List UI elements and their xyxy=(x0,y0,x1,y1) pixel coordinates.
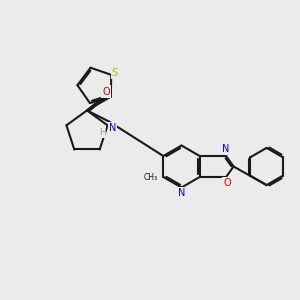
Text: O: O xyxy=(224,178,231,188)
Text: H: H xyxy=(99,128,105,137)
Text: N: N xyxy=(178,188,185,199)
Text: N: N xyxy=(109,123,116,134)
Text: S: S xyxy=(112,68,118,78)
Text: CH₃: CH₃ xyxy=(144,172,158,182)
Text: O: O xyxy=(102,86,110,97)
Text: N: N xyxy=(222,144,229,154)
